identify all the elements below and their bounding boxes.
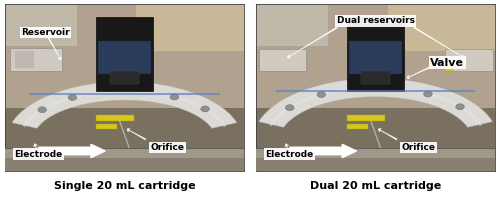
Bar bbox=[256, 4, 328, 46]
FancyArrow shape bbox=[290, 144, 356, 158]
Bar bbox=[347, 115, 385, 121]
Bar bbox=[347, 124, 368, 129]
Bar bbox=[350, 41, 402, 74]
Circle shape bbox=[317, 91, 326, 98]
Circle shape bbox=[170, 94, 178, 100]
Circle shape bbox=[201, 106, 209, 112]
Bar bbox=[5, 4, 244, 108]
Bar bbox=[362, 71, 390, 84]
Text: Single 20 mL cartridge: Single 20 mL cartridge bbox=[54, 181, 195, 191]
Bar bbox=[14, 51, 34, 68]
Bar bbox=[96, 124, 117, 129]
Polygon shape bbox=[258, 78, 492, 127]
Text: Orifice: Orifice bbox=[150, 143, 184, 152]
Text: Electrode: Electrode bbox=[14, 150, 62, 159]
Bar bbox=[5, 158, 244, 171]
Bar bbox=[96, 18, 153, 91]
Text: Valve: Valve bbox=[430, 57, 464, 68]
Text: Reservoir: Reservoir bbox=[22, 28, 70, 37]
Polygon shape bbox=[12, 82, 237, 128]
Text: Electrode: Electrode bbox=[266, 150, 314, 159]
Bar bbox=[256, 148, 495, 158]
Bar bbox=[136, 4, 244, 51]
Bar bbox=[5, 148, 244, 158]
Text: Orifice: Orifice bbox=[402, 143, 436, 152]
Circle shape bbox=[424, 91, 432, 97]
Bar bbox=[5, 4, 76, 46]
Bar bbox=[445, 61, 454, 71]
Bar bbox=[388, 4, 495, 51]
FancyArrow shape bbox=[38, 144, 106, 158]
Circle shape bbox=[68, 94, 76, 101]
FancyBboxPatch shape bbox=[445, 49, 492, 71]
Bar bbox=[110, 71, 138, 84]
FancyBboxPatch shape bbox=[10, 48, 62, 71]
Bar bbox=[256, 108, 495, 171]
Circle shape bbox=[286, 105, 294, 111]
Text: Dual reservoirs: Dual reservoirs bbox=[336, 16, 414, 25]
Circle shape bbox=[456, 104, 464, 110]
Bar bbox=[5, 108, 244, 171]
FancyBboxPatch shape bbox=[258, 49, 306, 71]
Circle shape bbox=[38, 107, 46, 113]
Bar bbox=[347, 18, 405, 91]
Text: Dual 20 mL cartridge: Dual 20 mL cartridge bbox=[310, 181, 442, 191]
Bar bbox=[256, 158, 495, 171]
Bar bbox=[98, 41, 150, 74]
Bar bbox=[256, 4, 495, 108]
Bar bbox=[96, 115, 134, 121]
